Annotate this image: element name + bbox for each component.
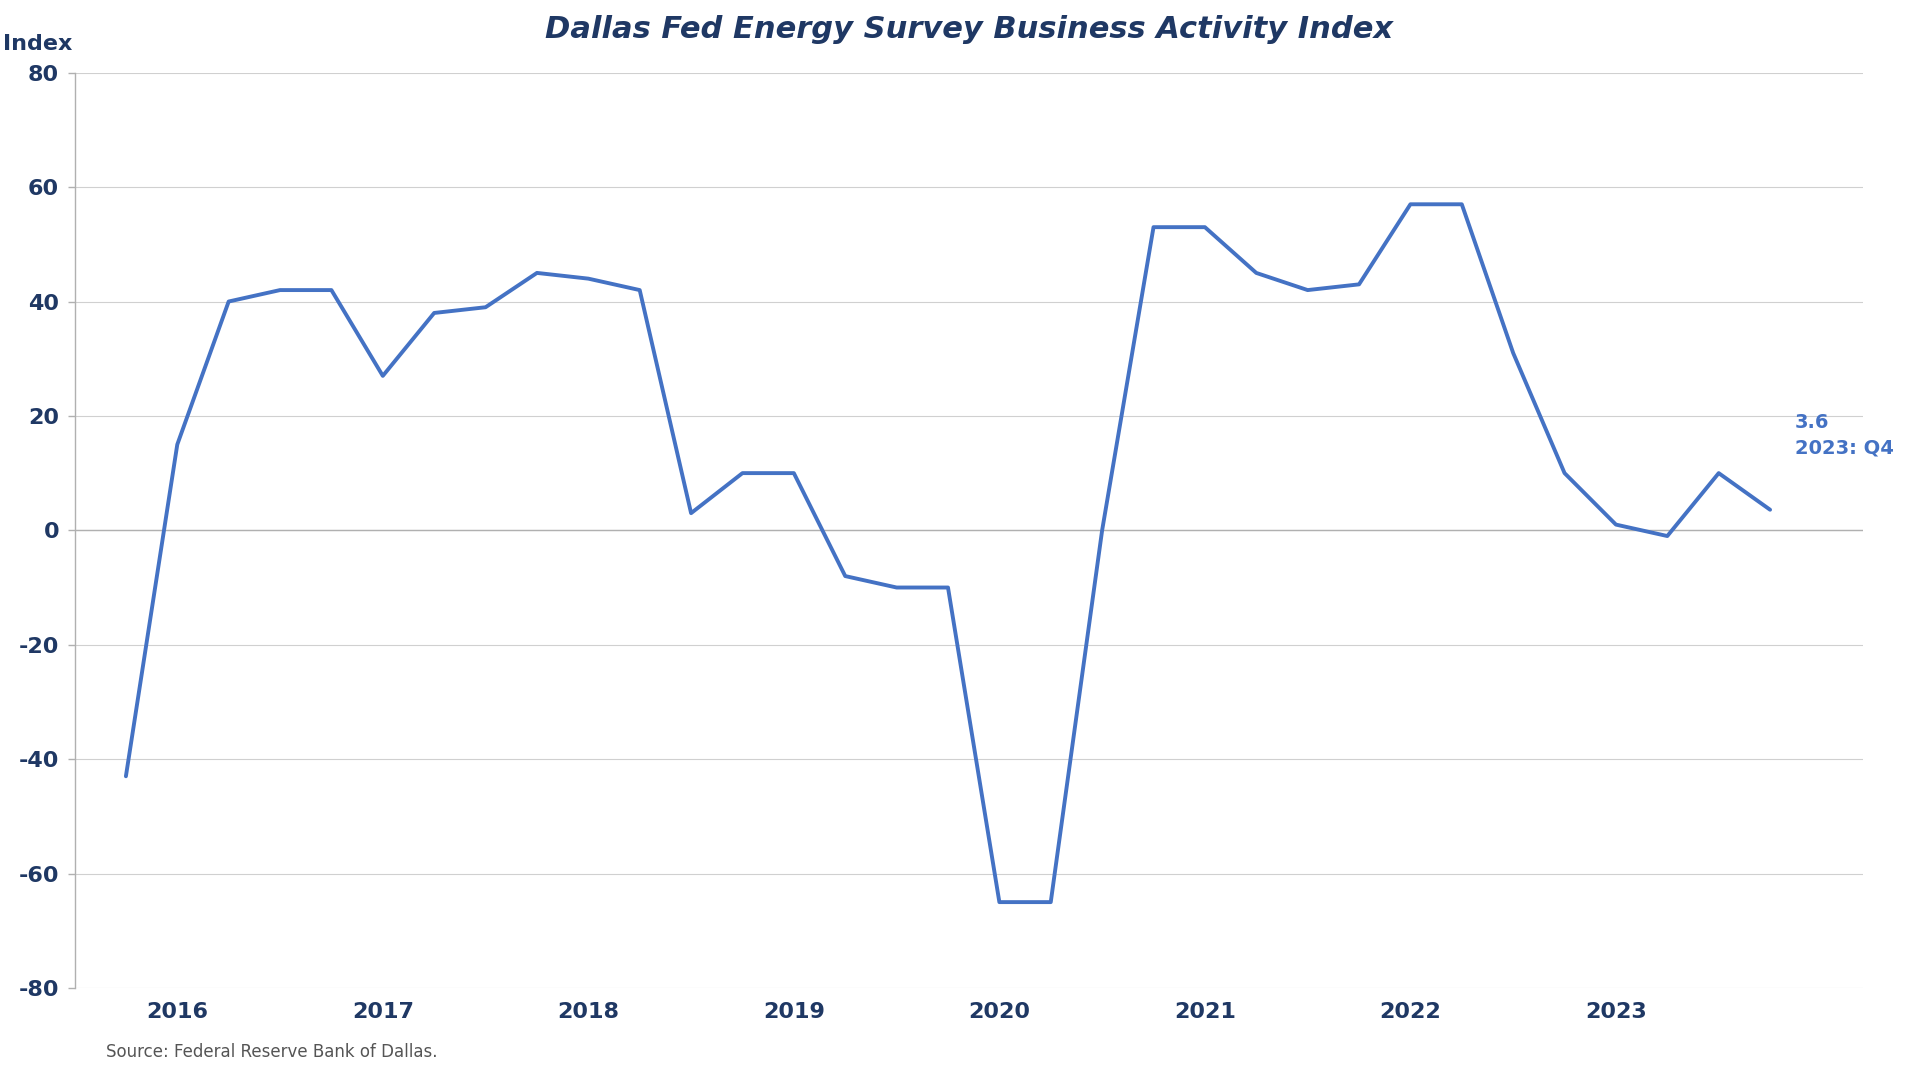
Text: Source: Federal Reserve Bank of Dallas.: Source: Federal Reserve Bank of Dallas.	[106, 1042, 438, 1061]
Text: Index: Index	[4, 35, 73, 54]
Text: 3.6
2023: Q4: 3.6 2023: Q4	[1795, 414, 1893, 457]
Title: Dallas Fed Energy Survey Business Activity Index: Dallas Fed Energy Survey Business Activi…	[545, 15, 1392, 44]
